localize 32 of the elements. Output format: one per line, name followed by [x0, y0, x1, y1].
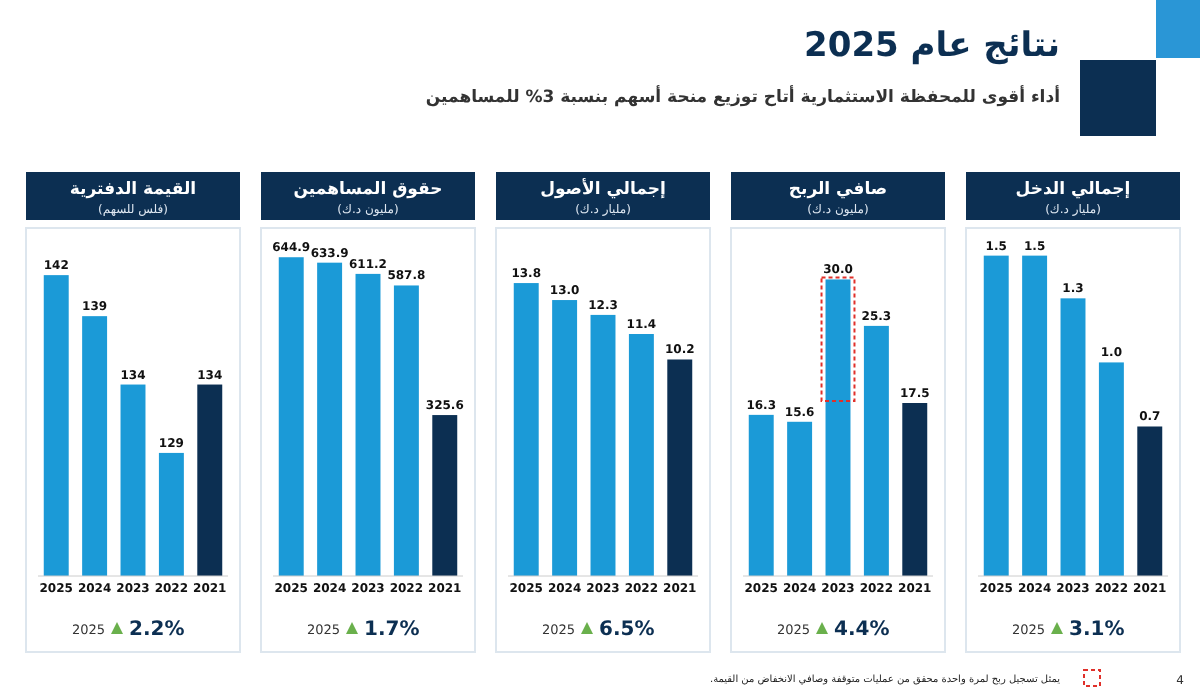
text: 1.7%: [364, 619, 420, 641]
chart-title: حقوق المساهمين: [293, 180, 443, 200]
bar: [355, 273, 381, 576]
bar: [278, 257, 304, 576]
text: أداء أقوى للمحفظة الاستثمارية أتاح توزيع منحة أسهم بنسبة 3% للمساهمين: [425, 84, 1061, 108]
bar: [825, 279, 851, 576]
bar: [513, 283, 539, 576]
bar: [1060, 298, 1086, 576]
text: 6.5%: [599, 619, 655, 641]
bar: [393, 285, 419, 576]
chart-title: القيمة الدفترية: [69, 180, 197, 200]
bar: [667, 359, 693, 576]
bar: [787, 421, 813, 576]
bar: [1137, 426, 1163, 576]
text: 4.4%: [834, 619, 890, 641]
bar: [552, 300, 578, 576]
bar: [748, 414, 774, 576]
bar: [590, 314, 616, 576]
chart-title: صافي الربح: [788, 180, 888, 200]
text: نتائج عام 2025: [804, 26, 1060, 66]
bar: [863, 325, 889, 576]
bar: [432, 415, 458, 576]
bar: [628, 334, 654, 576]
bar: [1098, 362, 1124, 576]
bar: [317, 262, 343, 576]
bar: [902, 403, 928, 576]
bar: [1022, 255, 1048, 576]
bar: [983, 255, 1009, 576]
text: 2.2%: [129, 619, 185, 641]
chart-title: إجمالي الدخل: [1015, 180, 1131, 200]
chart-title: إجمالي الأصول: [540, 176, 667, 200]
text: 3.1%: [1069, 619, 1125, 641]
